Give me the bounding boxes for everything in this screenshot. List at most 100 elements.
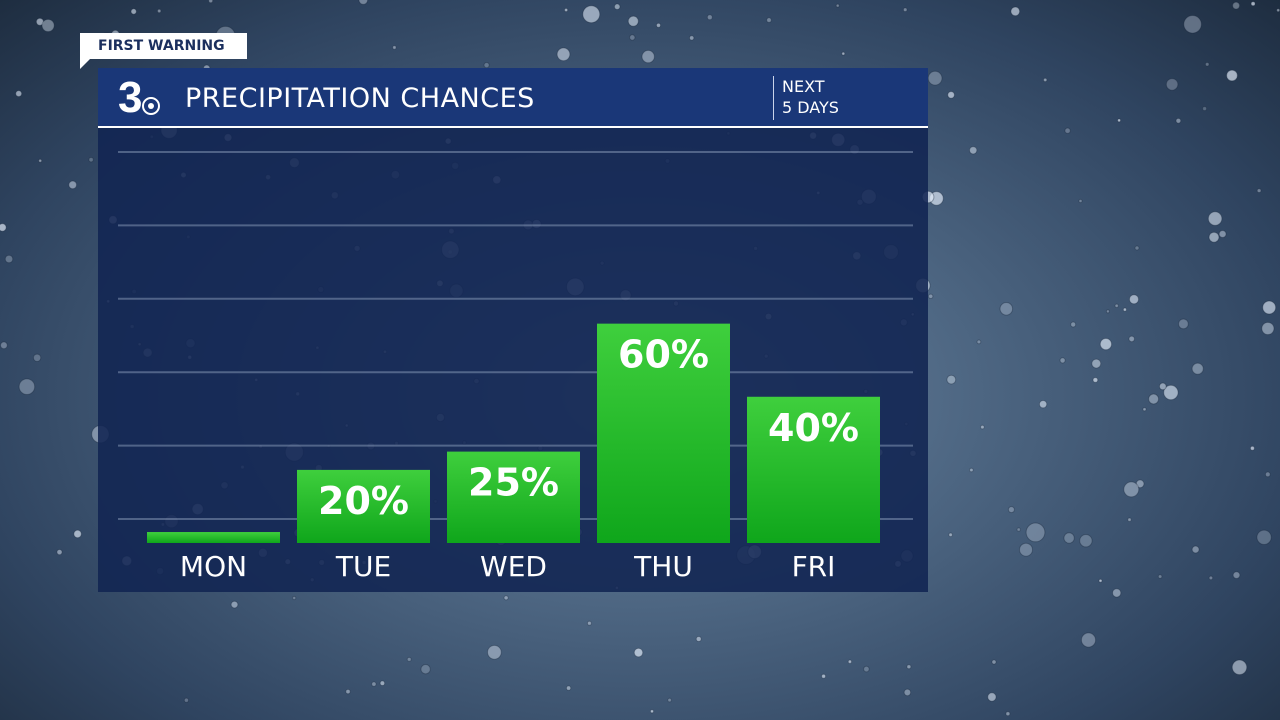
- raindrop: [1202, 106, 1208, 112]
- raindrop: [1250, 1, 1256, 7]
- raindrop: [969, 146, 978, 155]
- raindrop: [68, 180, 78, 190]
- raindrop: [627, 15, 639, 27]
- cbs-eye-pupil: [148, 103, 154, 109]
- precipitation-bar-chart: MON 20% TUE 25% WED 60% THU 40% FRI: [118, 151, 913, 583]
- raindrop: [1117, 118, 1122, 123]
- raindrop: [345, 688, 351, 695]
- raindrop: [32, 353, 42, 362]
- data-label-thu: 60%: [618, 333, 709, 377]
- raindrop: [980, 424, 985, 430]
- raindrop: [667, 697, 672, 703]
- raindrop: [564, 7, 569, 13]
- raindrop: [976, 339, 982, 345]
- raindrop: [35, 17, 45, 26]
- raindrop: [379, 680, 386, 687]
- raindrop: [863, 665, 870, 673]
- raindrop: [1256, 188, 1262, 194]
- raindrop: [15, 90, 23, 98]
- bar-fri: [747, 396, 880, 543]
- raindrop: [73, 529, 82, 539]
- raindrop: [586, 620, 592, 626]
- raindrop: [649, 709, 655, 714]
- raindrop: [18, 378, 36, 396]
- raindrop: [1134, 245, 1140, 251]
- raindrop: [1276, 8, 1280, 13]
- raindrop: [582, 5, 601, 24]
- raindrop: [1163, 384, 1179, 401]
- station-logo: 3: [118, 74, 160, 120]
- raindrop: [1019, 542, 1033, 557]
- raindrop: [1232, 1, 1241, 10]
- raindrop: [0, 341, 8, 350]
- raindrop: [1262, 300, 1277, 315]
- raindrop: [1208, 231, 1220, 243]
- raindrop: [1016, 527, 1021, 532]
- raindrop: [1231, 659, 1248, 676]
- raindrop: [556, 47, 571, 62]
- raindrop: [1218, 230, 1227, 238]
- raindrop: [902, 7, 908, 12]
- raindrop: [1063, 532, 1075, 544]
- raindrop: [292, 595, 297, 601]
- subtitle-line-2: 5 DAYS: [782, 98, 839, 117]
- raindrop: [1025, 522, 1046, 543]
- raindrop: [371, 681, 377, 687]
- raindrop: [1128, 294, 1140, 305]
- raindrop: [947, 91, 955, 99]
- first-warning-badge: FIRST WARNING: [80, 33, 247, 59]
- header-divider: [773, 76, 774, 120]
- raindrop: [565, 685, 572, 691]
- raindrop: [689, 35, 695, 41]
- raindrop: [1105, 309, 1110, 314]
- bar-tue: [297, 469, 430, 543]
- raindrop: [1099, 337, 1113, 351]
- raindrop: [483, 62, 490, 69]
- raindrop: [392, 45, 397, 50]
- category-label-wed: WED: [480, 550, 547, 583]
- bar-mon: [147, 532, 280, 543]
- raindrop: [88, 157, 94, 163]
- raindrop: [1191, 545, 1200, 554]
- raindrop: [1098, 578, 1103, 583]
- category-label-thu: THU: [633, 550, 693, 583]
- raindrop: [1059, 357, 1066, 364]
- data-label-fri: 40%: [768, 406, 859, 450]
- raindrop: [406, 656, 412, 662]
- raindrop: [695, 636, 702, 642]
- raindrop: [999, 302, 1014, 316]
- data-label-wed: 25%: [468, 461, 559, 505]
- bar-wed: [447, 451, 580, 543]
- category-label-fri: FRI: [792, 550, 836, 583]
- raindrop: [1064, 127, 1071, 134]
- raindrop: [1264, 471, 1271, 478]
- raindrop: [613, 3, 621, 10]
- raindrop: [157, 8, 162, 14]
- raindrop: [130, 8, 137, 15]
- data-label-tue: 20%: [318, 479, 409, 523]
- raindrop: [1070, 321, 1077, 328]
- bar-thu: [597, 323, 730, 543]
- subtitle-line-1: NEXT: [782, 77, 825, 96]
- raindrop: [1080, 632, 1097, 648]
- logo-numeral: 3: [118, 74, 142, 120]
- raindrop: [946, 374, 957, 385]
- raindrop: [1135, 479, 1145, 489]
- chart-panel: 3 PRECIPITATION CHANCES NEXT 5 DAYS MON 2…: [98, 68, 928, 592]
- chart-subtitle: NEXT 5 DAYS: [782, 76, 839, 118]
- category-label-tue: TUE: [335, 550, 391, 583]
- raindrop: [841, 51, 846, 56]
- raindrop: [1158, 382, 1167, 391]
- raindrop: [928, 293, 934, 299]
- raindrop: [1007, 506, 1015, 514]
- raindrop: [1043, 77, 1048, 83]
- category-label-mon: MON: [180, 550, 247, 583]
- raindrop: [948, 532, 953, 538]
- raindrop: [1232, 571, 1241, 579]
- raindrop: [1207, 211, 1223, 226]
- raindrop: [1091, 358, 1102, 369]
- raindrop: [0, 223, 7, 232]
- raindrop: [183, 697, 189, 703]
- raindrop: [1005, 711, 1011, 717]
- raindrop: [821, 673, 827, 679]
